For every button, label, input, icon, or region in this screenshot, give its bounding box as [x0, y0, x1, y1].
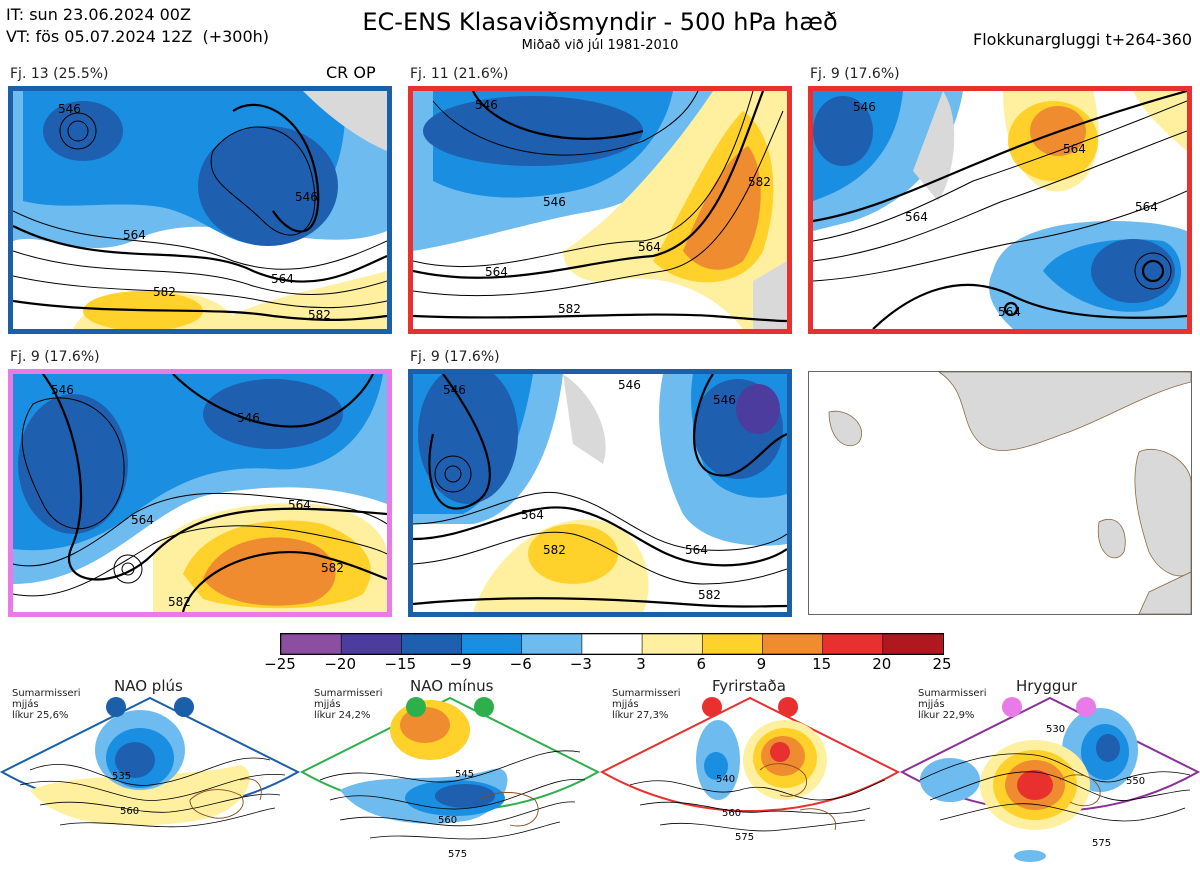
colorbar-tick-label: −3	[569, 655, 592, 673]
window-label: Flokkunargluggi t+264-360	[973, 30, 1192, 49]
colorbar-labels: −25 −20 −15 −9 −6 −3 3 6 9 15 20 25	[264, 655, 951, 675]
panel-5-label: Fj. 9 (17.6%)	[410, 349, 500, 365]
colorbar-tick-label: −20	[324, 655, 356, 673]
colorbar-tick-label: −9	[449, 655, 472, 673]
p4-contour-1: 546	[51, 383, 74, 397]
colorbar-swatch	[521, 633, 583, 655]
panel-1-label: Fj. 13 (25.5%)	[10, 66, 109, 82]
cluster-map-5: 546 546 546 564 564 582 582	[408, 369, 792, 617]
colorbar-swatch	[641, 633, 704, 655]
regime-2-title: NAO mínus	[410, 677, 494, 695]
colorbar-tick-label: 20	[872, 655, 892, 673]
regime-maps: 535 560 545 560 575	[0, 696, 1200, 862]
p1-contour-4: 564	[271, 272, 294, 286]
cluster-map-4: 546 546 564 564 582 582	[8, 369, 392, 617]
panel-2-label: Fj. 11 (21.6%)	[410, 66, 509, 82]
page-subtitle: Miðað við júl 1981-2010	[521, 38, 679, 53]
panel-1-extra: CR OP	[326, 63, 376, 82]
panel-3-label: Fj. 9 (17.6%)	[810, 66, 900, 82]
p3-contour-3: 564	[1063, 142, 1086, 156]
p1-contour-3: 564	[123, 228, 146, 242]
colorbar-tick-label: −15	[384, 655, 417, 673]
regime-4-map: 530 550 575	[899, 696, 1200, 862]
colorbar-swatch	[581, 633, 643, 655]
colorbar-swatch	[701, 633, 764, 655]
colorbar-swatches	[280, 633, 944, 655]
regime-4-contour-3: 575	[1092, 838, 1111, 849]
p3-contour-1: 546	[853, 100, 876, 114]
p1-contour-5: 582	[153, 285, 176, 299]
p3-contour-2: 564	[905, 210, 928, 224]
regime-1-info: Sumarmisseri mjjás líkur 25,6%	[12, 688, 81, 721]
p3-contour-5: 564	[998, 305, 1021, 319]
regime-4-contour-2: 550	[1126, 776, 1145, 787]
colorbar-swatch	[340, 633, 403, 655]
header-info: IT: sun 23.06.2024 00Z VT: fös 05.07.2024…	[6, 4, 269, 48]
p5-contour-4: 564	[521, 508, 544, 522]
regime-3-contour-3: 575	[735, 832, 754, 843]
page-title: EC-ENS Klasaviðsmyndir - 500 hPa hæð	[362, 8, 838, 36]
p4-contour-6: 582	[168, 595, 191, 609]
regime-4-title: Hryggur	[1016, 677, 1078, 695]
colorbar	[280, 633, 944, 655]
colorbar-swatch	[280, 633, 342, 655]
cluster-map-1: 546 546 564 564 582 582	[8, 86, 392, 334]
regime-2-contour-1: 545	[455, 769, 474, 780]
valid-time: VT: fös 05.07.2024 12Z (+300h)	[6, 27, 270, 46]
colorbar-swatch	[882, 633, 944, 655]
init-time: IT: sun 23.06.2024 00Z	[6, 5, 191, 24]
p4-contour-2: 546	[237, 411, 260, 425]
regime-1-contour-1: 535	[112, 771, 131, 782]
p2-contour-2: 546	[543, 195, 566, 209]
p5-contour-1: 546	[443, 383, 466, 397]
p5-contour-5: 564	[685, 543, 708, 557]
regime-1-map: 535 560	[0, 696, 301, 828]
p2-contour-5: 582	[558, 302, 581, 316]
regime-4-info: Sumarmisseri mjjás líkur 22,9%	[918, 688, 987, 721]
cluster-map-3: 546 564 564 564 564	[808, 86, 1192, 334]
colorbar-tick-label: 9	[756, 655, 767, 673]
regime-3-title: Fyrirstaða	[712, 677, 786, 695]
p4-contour-5: 582	[321, 561, 344, 575]
regime-3-info: Sumarmisseri mjjás líkur 27,3%	[612, 688, 681, 721]
regime-2-map: 545 560 575	[299, 696, 601, 860]
cluster-map-2: 546 546 564 564 582 582	[408, 86, 792, 334]
p1-contour-2: 546	[295, 190, 318, 204]
colorbar-swatch	[401, 633, 463, 655]
p3-contour-4: 564	[1135, 200, 1158, 214]
regime-2-info: Sumarmisseri mjjás líkur 24,2%	[314, 688, 383, 721]
colorbar-tick-label: −6	[509, 655, 532, 673]
base-map	[808, 371, 1192, 615]
p1-contour-1: 546	[58, 102, 81, 116]
p2-contour-1: 546	[475, 98, 498, 112]
p4-contour-4: 564	[288, 498, 311, 512]
regime-1-contour-2: 560	[120, 806, 139, 817]
p2-contour-3: 564	[485, 265, 508, 279]
p5-contour-7: 582	[698, 588, 721, 602]
colorbar-swatch	[822, 633, 884, 655]
p5-contour-2: 546	[618, 378, 641, 392]
p1-contour-6: 582	[308, 308, 331, 322]
colorbar-tick-label: 6	[696, 655, 707, 673]
regime-4-contour-1: 530	[1046, 724, 1065, 735]
panel-4-label: Fj. 9 (17.6%)	[10, 349, 100, 365]
colorbar-tick-label: 15	[812, 655, 832, 673]
regime-3-contour-1: 540	[716, 774, 735, 785]
colorbar-tick-label: 3	[636, 655, 646, 673]
p2-contour-6: 582	[748, 175, 771, 189]
p5-contour-3: 546	[713, 393, 736, 407]
p4-contour-3: 564	[131, 513, 154, 527]
regime-2-contour-3: 575	[448, 849, 467, 860]
p2-contour-4: 564	[638, 240, 661, 254]
colorbar-swatch	[461, 633, 523, 655]
regime-3-map: 540 560 575	[599, 696, 901, 843]
regime-3-contour-2: 560	[722, 808, 741, 819]
colorbar-swatch	[762, 633, 824, 655]
p5-contour-6: 582	[543, 543, 566, 557]
colorbar-tick-label: −25	[264, 655, 296, 673]
regime-2-contour-2: 560	[438, 815, 457, 826]
regime-1-title: NAO plús	[114, 677, 183, 695]
colorbar-tick-label: 25	[932, 655, 952, 673]
